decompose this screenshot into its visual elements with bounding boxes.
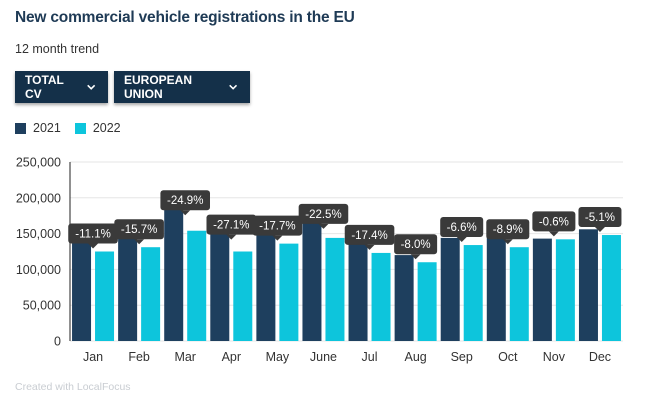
y-tick-label: 100,000 [16, 263, 61, 277]
bar-2022[interactable] [417, 262, 437, 341]
change-label: -17.7% [259, 221, 295, 233]
bar-2022[interactable] [233, 251, 253, 342]
bar-2022[interactable] [325, 237, 345, 341]
x-tick-label: Feb [128, 350, 150, 364]
change-label-pointer [456, 237, 467, 243]
change-label-bg [394, 234, 438, 255]
legend-label-2021: 2021 [33, 121, 61, 135]
change-label-bg [160, 190, 211, 211]
chevron-down-icon [86, 84, 95, 90]
bar-2022[interactable] [509, 247, 529, 341]
vehicle-type-dropdown-label: TOTAL CV [25, 73, 64, 101]
x-tick-label: Apr [222, 350, 241, 364]
credit-text: Created with LocalFocus [15, 381, 131, 393]
change-label-bg [486, 219, 530, 240]
x-tick-label: Sep [451, 350, 473, 364]
change-label-bg [578, 207, 622, 228]
bar-2022[interactable] [555, 239, 575, 341]
x-tick-label: Jul [362, 350, 378, 364]
chart-title: New commercial vehicle registrations in … [15, 9, 355, 26]
chart-legend: 2021 2022 [15, 121, 135, 135]
change-label-pointer [88, 243, 99, 249]
bar-2021[interactable] [118, 229, 138, 341]
change-label-bg [440, 217, 484, 238]
legend-swatch-2022 [74, 122, 86, 134]
bar-2021[interactable] [256, 222, 276, 341]
bar-2022[interactable] [95, 251, 115, 342]
change-label: -5.1% [585, 212, 615, 224]
change-label-pointer [594, 227, 605, 233]
bar-2021[interactable] [72, 240, 92, 341]
change-label-bg [114, 219, 164, 240]
change-label-pointer [410, 254, 421, 260]
region-dropdown-label: EUROPEAN UNION [124, 73, 193, 101]
bar-2021[interactable] [486, 237, 506, 341]
change-label: -6.6% [447, 222, 477, 234]
bar-2022[interactable] [279, 243, 299, 341]
x-tick-label: May [266, 350, 290, 364]
change-label: -0.6% [539, 216, 569, 228]
legend-swatch-2021 [15, 122, 26, 134]
bar-2021[interactable] [440, 237, 460, 341]
change-label-pointer [226, 234, 237, 240]
y-tick-label: 50,000 [23, 299, 61, 313]
change-label: -8.0% [401, 239, 431, 251]
bar-2022[interactable] [141, 247, 161, 341]
y-tick-label: 150,000 [16, 227, 61, 241]
change-label-bg [298, 203, 349, 224]
change-label-bg [206, 214, 257, 235]
change-label: -17.4% [351, 230, 387, 242]
change-label: -11.1% [75, 229, 111, 241]
change-label-bg [68, 223, 118, 244]
bar-2022[interactable] [463, 245, 483, 341]
legend-label-2022: 2022 [92, 121, 121, 135]
vehicle-type-dropdown[interactable]: TOTAL CV [15, 71, 108, 103]
change-label-pointer [318, 223, 329, 229]
bar-2021[interactable] [302, 207, 322, 341]
x-tick-label: Jan [83, 350, 103, 364]
change-label: -8.9% [493, 224, 523, 236]
bar-chart: 0 50,000 100,000 150,000 200,000 250,000 Jan -1… [16, 156, 623, 364]
bar-2022[interactable] [371, 252, 391, 341]
bar-2022[interactable] [187, 230, 207, 341]
change-label-pointer [548, 231, 559, 237]
bar-2021[interactable] [348, 235, 368, 341]
legend-item-2022[interactable]: 2022 [74, 121, 121, 135]
chevron-down-icon [228, 84, 237, 90]
change-label: -22.5% [305, 209, 341, 221]
x-tick-label: Dec [589, 350, 611, 364]
change-label-pointer [364, 244, 375, 250]
change-label: -24.9% [167, 195, 203, 207]
chart-subtitle: 12 month trend [15, 42, 100, 56]
y-tick-label: 200,000 [16, 191, 61, 205]
change-label: -27.1% [213, 220, 249, 232]
y-tick-label: 250,000 [16, 156, 61, 170]
bar-2021[interactable] [532, 238, 552, 341]
x-tick-label: Mar [174, 350, 196, 364]
bar-2021[interactable] [394, 255, 414, 341]
y-tick-label: 0 [54, 335, 61, 349]
bar-2021[interactable] [578, 229, 598, 341]
bar-2021[interactable] [164, 194, 184, 341]
x-tick-label: Aug [405, 350, 427, 364]
change-label: -15.7% [121, 224, 157, 236]
change-label-pointer [502, 239, 513, 245]
change-label-bg [344, 224, 395, 245]
x-tick-label: Nov [543, 350, 566, 364]
change-label-pointer [134, 239, 145, 245]
x-tick-label: Oct [498, 350, 518, 364]
change-label-pointer [180, 210, 191, 216]
bar-2021[interactable] [210, 218, 230, 341]
change-label-bg [252, 215, 303, 236]
legend-item-2021[interactable]: 2021 [15, 121, 61, 135]
change-label-pointer [272, 235, 283, 241]
x-tick-label: June [310, 350, 337, 364]
bar-2022[interactable] [601, 235, 621, 341]
change-label-bg [532, 211, 576, 232]
region-dropdown[interactable]: EUROPEAN UNION [114, 71, 250, 103]
